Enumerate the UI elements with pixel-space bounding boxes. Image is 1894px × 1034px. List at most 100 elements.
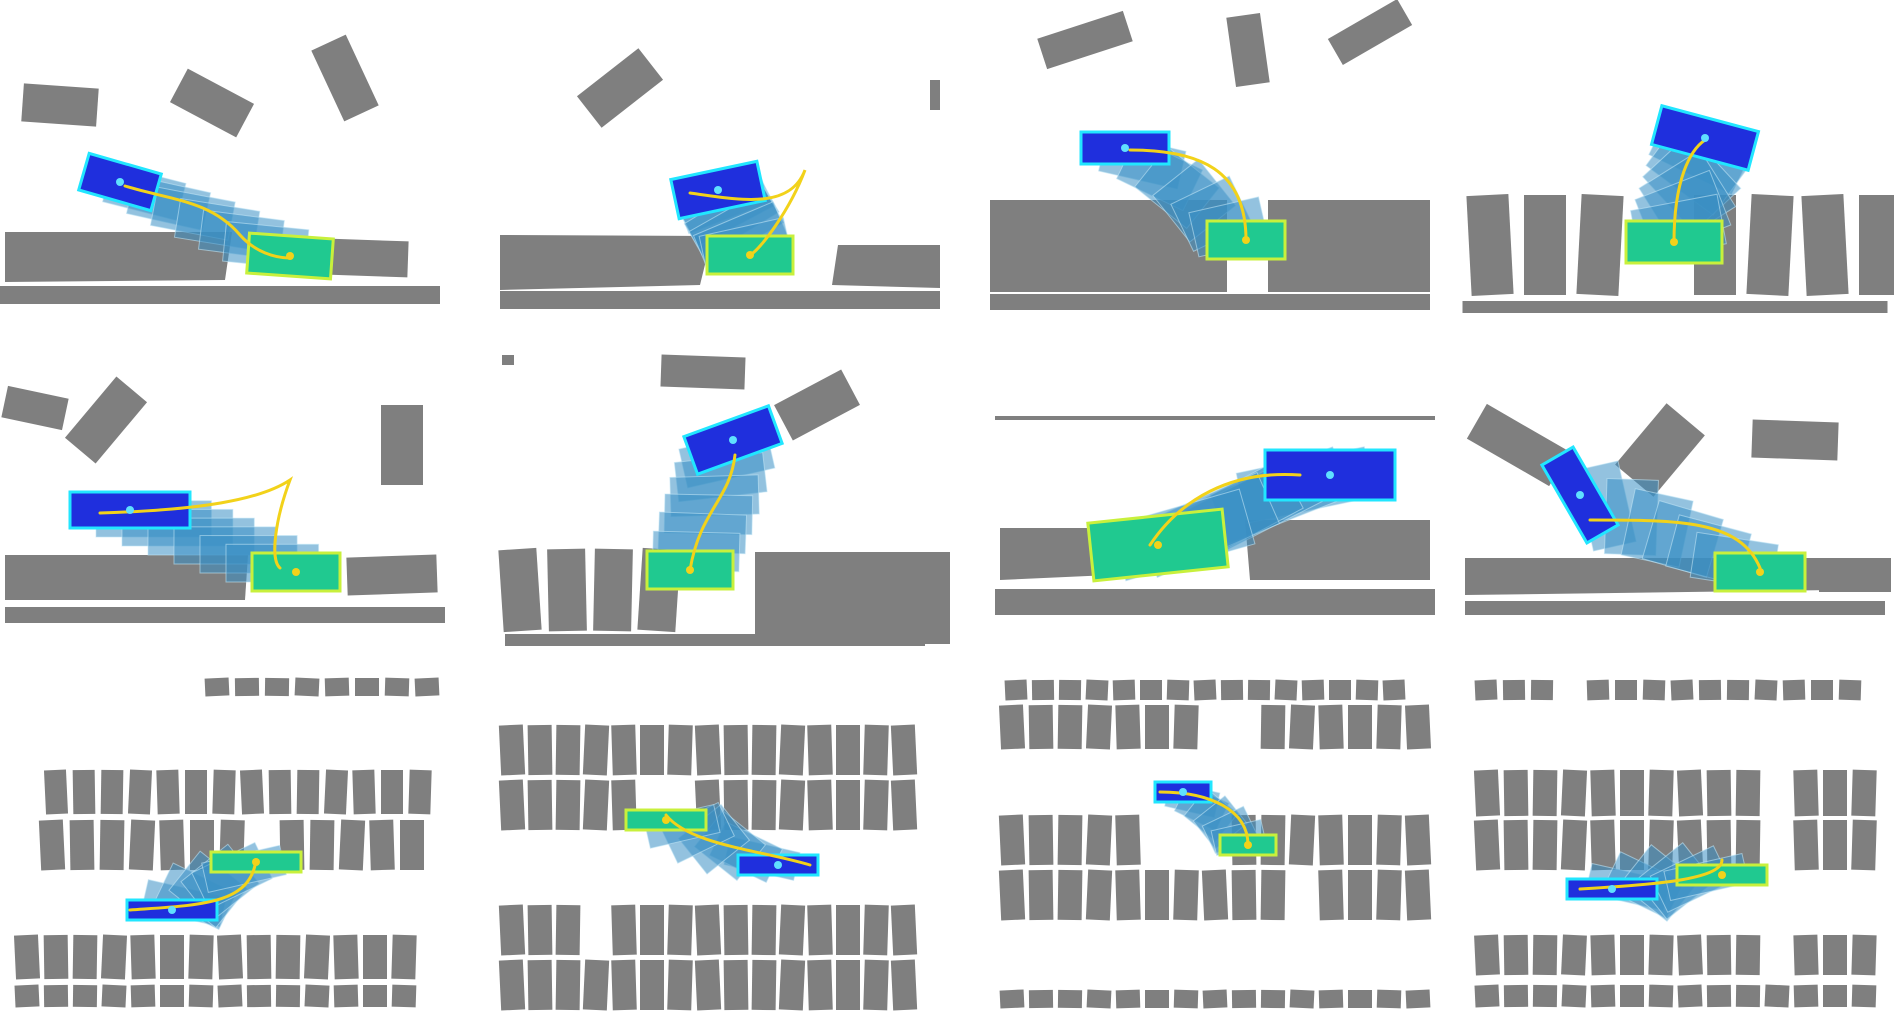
obstacle [156,770,179,815]
obstacle [1764,984,1789,1007]
goal-arrow-icon [1756,568,1764,576]
obstacle [1405,869,1431,920]
obstacle [583,959,609,1010]
obstacle [779,904,805,955]
obstacle [295,677,320,696]
obstacle [995,589,1435,615]
obstacle [128,770,152,815]
obstacle [1590,935,1615,976]
obstacle [667,725,693,776]
scenario-panel-parallel-tight [1465,403,1891,615]
obstacle [724,725,749,775]
obstacle [1677,984,1702,1007]
obstacle [159,820,185,871]
obstacle [1465,601,1885,615]
obstacle [1524,195,1566,295]
obstacle [1086,814,1112,865]
obstacle [1823,935,1847,975]
obstacle [1145,870,1169,920]
obstacle [217,984,242,1007]
obstacle [807,725,833,776]
obstacle [1115,870,1141,921]
obstacle [1356,680,1379,701]
obstacle [327,239,408,278]
obstacle [930,80,940,110]
obstacle [1587,680,1610,701]
obstacle [1793,820,1819,871]
start-arrow-icon [1576,491,1584,499]
obstacle [1167,680,1190,701]
obstacle [1194,679,1217,700]
obstacle [1851,770,1876,817]
obstacle [1533,935,1558,975]
start-arrow-icon [168,906,176,914]
obstacle [385,678,410,697]
obstacle [188,935,213,980]
obstacle [752,960,777,1010]
obstacle [1503,680,1525,700]
scenario-panel-lot-top-turn [999,679,1431,1008]
obstacle [695,904,721,955]
obstacle [1736,935,1761,975]
obstacle [101,984,126,1007]
obstacle [1319,990,1344,1009]
obstacle [593,549,633,632]
obstacle [334,985,359,1008]
obstacle [1406,989,1431,1008]
obstacle [1475,679,1498,700]
scenario-panel-parallel-right-curb [500,48,940,309]
obstacle [276,985,300,1007]
obstacle [189,985,214,1008]
start-arrow-icon [126,506,134,514]
obstacle [1591,985,1616,1008]
obstacle [1245,520,1430,580]
obstacle [1145,705,1169,749]
obstacle [1801,194,1848,296]
obstacle [863,905,889,956]
obstacle [556,905,581,955]
obstacle [1348,870,1372,920]
start-arrow-icon [1179,788,1187,796]
scenario-panel-perpendicular-reverse [498,355,965,646]
obstacle [1504,935,1529,975]
obstacle [1531,680,1553,700]
obstacle [779,724,805,775]
obstacle [547,549,587,632]
obstacle [836,960,860,1010]
obstacle [39,819,65,870]
scenario-panel-perpendicular-row [1463,106,1894,313]
obstacle [1793,770,1818,817]
obstacle [1677,769,1703,816]
obstacle [1348,815,1372,865]
obstacle [1376,705,1401,750]
obstacle [498,548,541,632]
obstacle [1032,680,1054,700]
obstacle [1029,870,1054,920]
obstacle [1232,870,1257,920]
obstacle [1755,679,1778,700]
obstacle [73,935,98,979]
obstacle [1086,679,1109,700]
obstacle [1029,705,1054,749]
obstacle [1727,680,1749,700]
obstacle [1504,985,1528,1007]
obstacle [392,985,417,1008]
obstacle [0,286,440,304]
obstacle [1783,680,1806,701]
obstacle [836,905,860,955]
obstacle [1261,870,1286,920]
obstacle [891,959,917,1010]
obstacle [752,725,777,775]
obstacle [1736,985,1760,1007]
obstacle [1268,200,1430,292]
obstacle [1290,989,1315,1008]
obstacle [1221,680,1243,700]
obstacle [1823,770,1847,816]
obstacle [891,779,917,830]
obstacle [1329,680,1351,700]
obstacle [1504,820,1529,870]
obstacle [1348,705,1372,749]
obstacle [1086,704,1112,749]
